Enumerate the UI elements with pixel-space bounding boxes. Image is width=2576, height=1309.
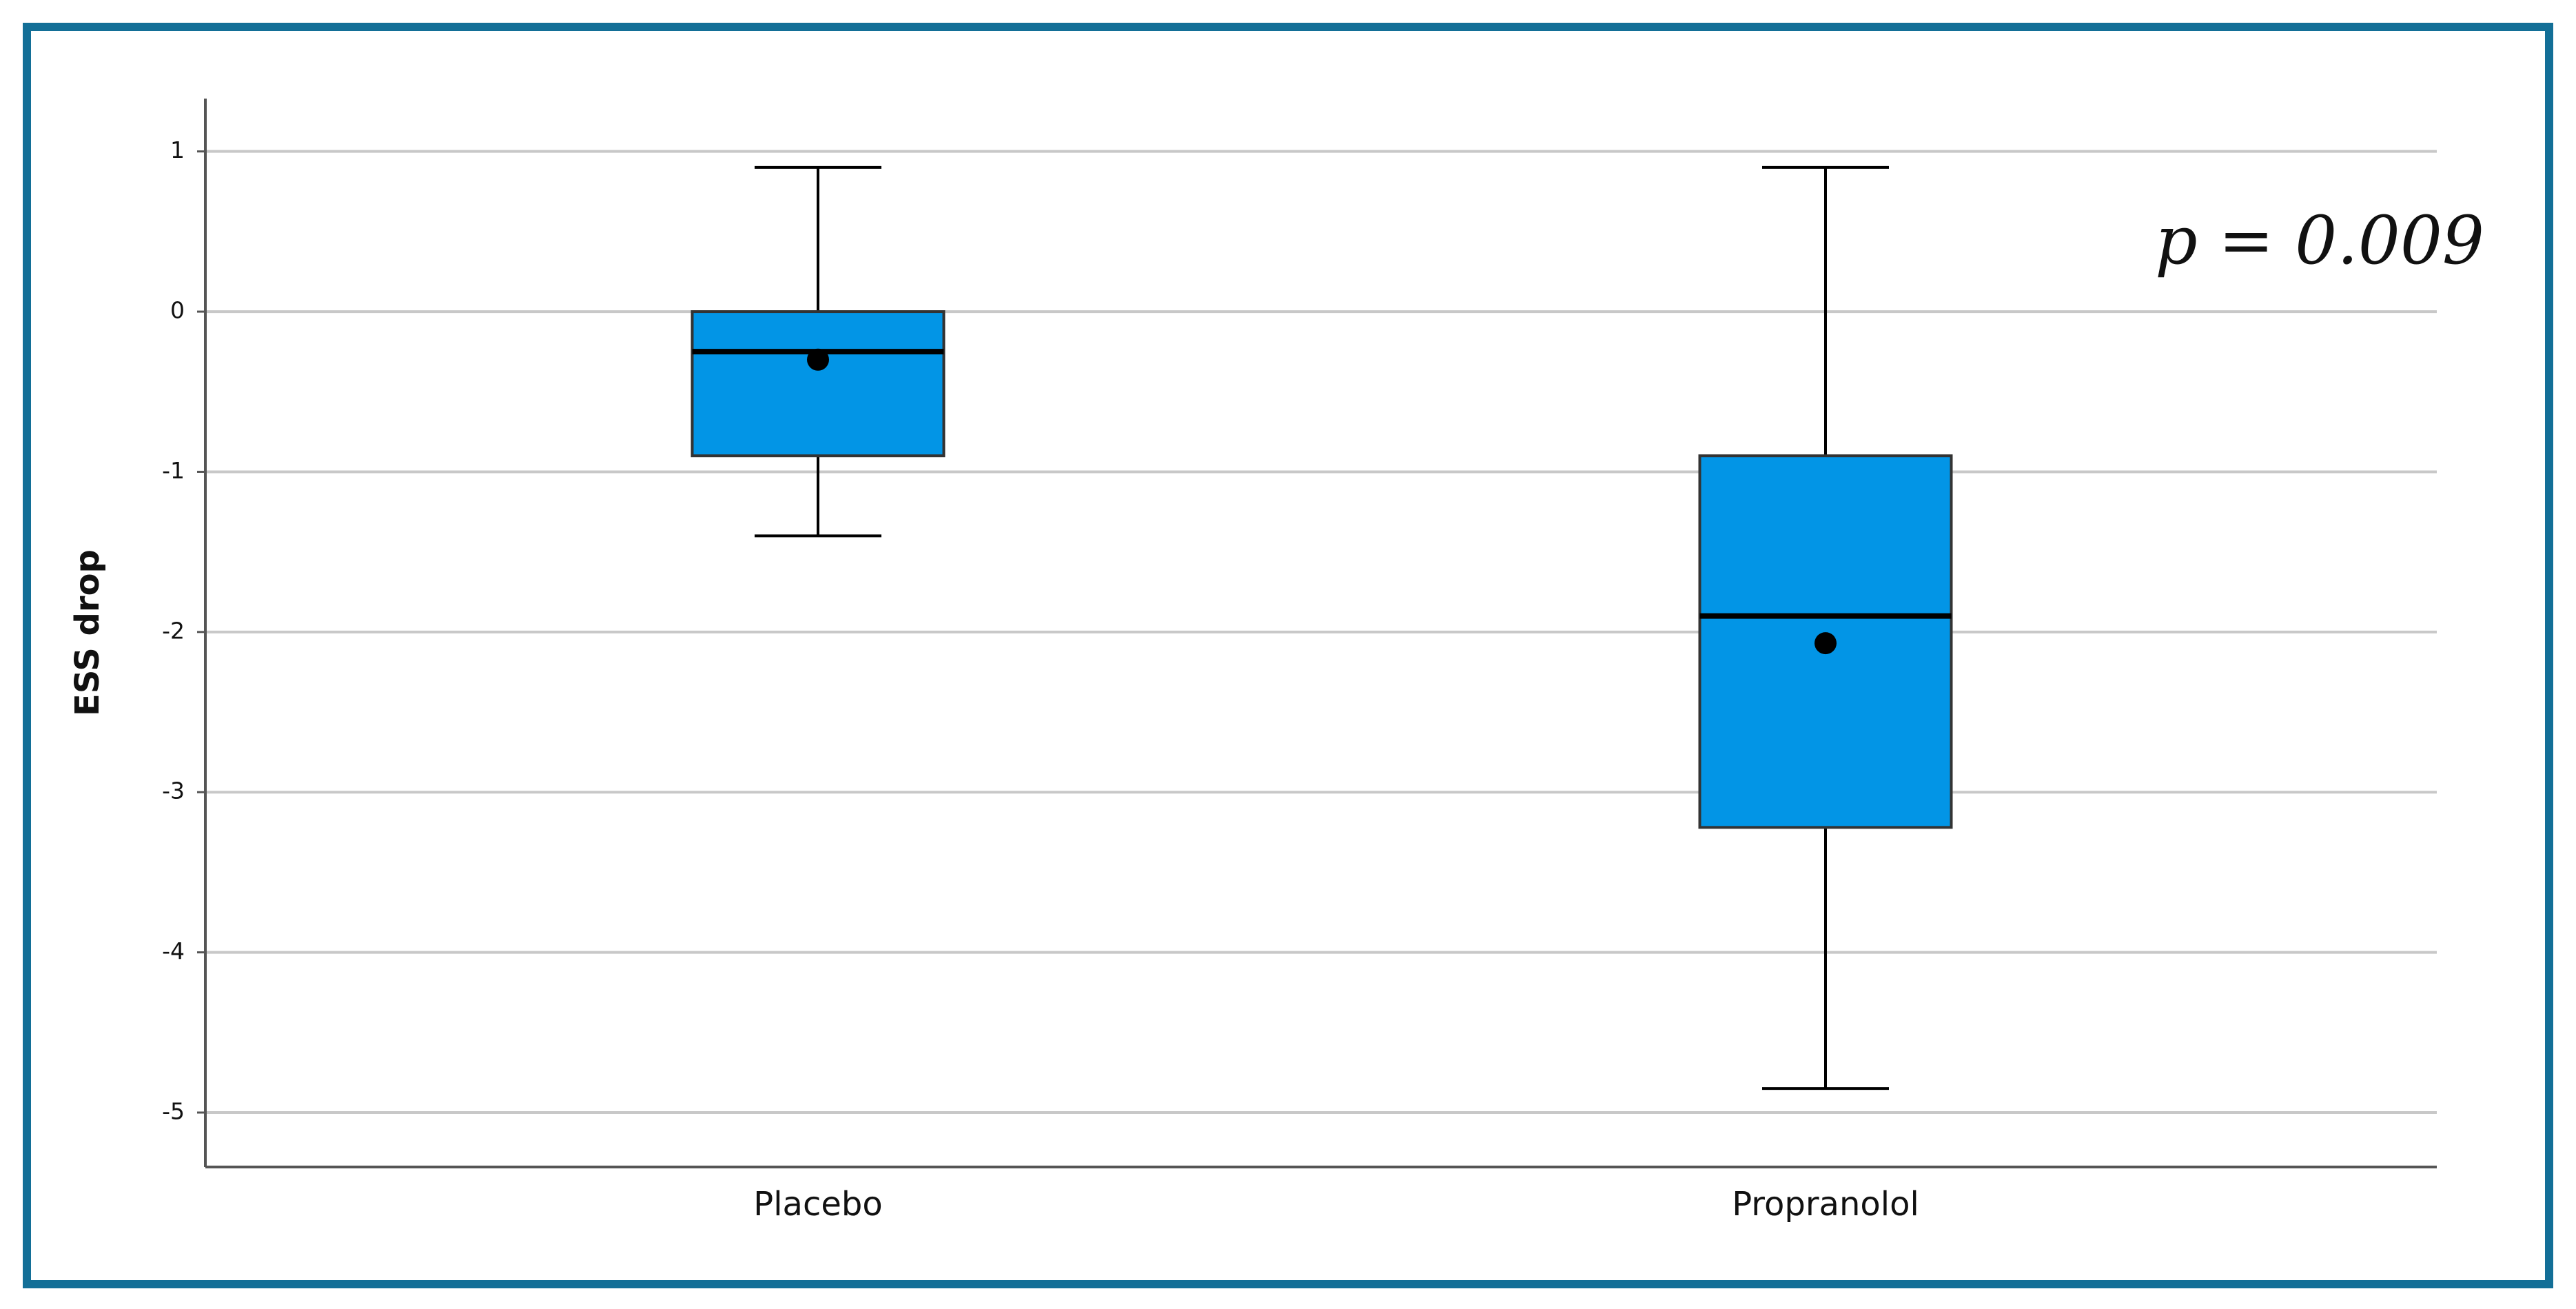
mean-marker bbox=[1815, 632, 1837, 655]
y-tick-label: -3 bbox=[162, 778, 185, 804]
frame bbox=[23, 23, 2553, 1288]
y-tick-label: 0 bbox=[170, 297, 185, 324]
y-tick-label: -4 bbox=[162, 937, 185, 964]
annotation: p = 0.009 bbox=[2155, 202, 2484, 279]
y-axis-label: ESS drop bbox=[68, 549, 107, 716]
y-tick-label: -1 bbox=[162, 457, 185, 484]
mean-marker bbox=[807, 348, 829, 371]
box bbox=[691, 310, 945, 458]
y-tick-label: 1 bbox=[170, 136, 185, 163]
y-tick-label: -2 bbox=[162, 617, 185, 644]
y-tick-label: -5 bbox=[162, 1097, 185, 1124]
x-tick-label: Placebo bbox=[753, 1185, 882, 1224]
x-tick-label: Propranolol bbox=[1732, 1185, 1919, 1224]
